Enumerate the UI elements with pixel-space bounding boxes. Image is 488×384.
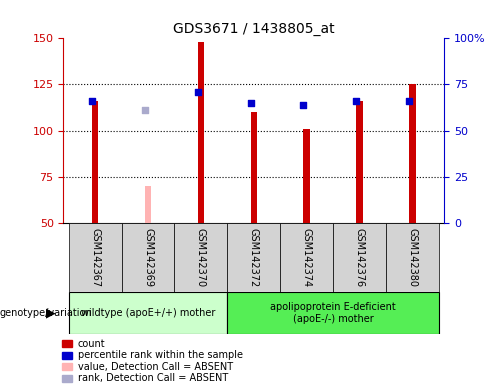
- Text: apolipoprotein E-deficient
(apoE-/-) mother: apolipoprotein E-deficient (apoE-/-) mot…: [270, 302, 396, 324]
- Text: GSM142380: GSM142380: [407, 228, 417, 287]
- Bar: [251, 112, 257, 223]
- Text: GSM142376: GSM142376: [354, 228, 365, 287]
- Bar: [198, 42, 204, 223]
- Point: [141, 107, 149, 113]
- Text: genotype/variation: genotype/variation: [0, 308, 93, 318]
- Bar: [304, 129, 310, 223]
- Bar: [69, 292, 227, 334]
- Text: wildtype (apoE+/+) mother: wildtype (apoE+/+) mother: [81, 308, 215, 318]
- Bar: [280, 223, 333, 292]
- Title: GDS3671 / 1438805_at: GDS3671 / 1438805_at: [173, 22, 335, 36]
- Bar: [92, 101, 99, 223]
- Point: [300, 102, 307, 108]
- Bar: [175, 223, 227, 292]
- Point: [406, 98, 413, 104]
- Bar: [61, 351, 72, 359]
- Point: [247, 100, 255, 106]
- Point: [352, 98, 360, 104]
- Text: GSM142369: GSM142369: [143, 228, 153, 287]
- Bar: [356, 101, 363, 223]
- Text: ▶: ▶: [46, 306, 56, 319]
- Text: GSM142372: GSM142372: [249, 228, 259, 288]
- Bar: [333, 223, 386, 292]
- Bar: [122, 223, 175, 292]
- Bar: [145, 186, 151, 223]
- Bar: [69, 223, 122, 292]
- Bar: [61, 340, 72, 348]
- Text: rank, Detection Call = ABSENT: rank, Detection Call = ABSENT: [78, 373, 228, 383]
- Text: percentile rank within the sample: percentile rank within the sample: [78, 350, 243, 360]
- Text: GSM142370: GSM142370: [196, 228, 206, 287]
- Text: GSM142367: GSM142367: [90, 228, 100, 287]
- Bar: [61, 363, 72, 371]
- Point: [194, 89, 202, 95]
- Bar: [61, 374, 72, 382]
- Text: value, Detection Call = ABSENT: value, Detection Call = ABSENT: [78, 362, 233, 372]
- Bar: [227, 292, 439, 334]
- Bar: [227, 223, 280, 292]
- Text: count: count: [78, 339, 105, 349]
- Text: GSM142374: GSM142374: [302, 228, 312, 287]
- Bar: [409, 84, 416, 223]
- Point: [88, 98, 96, 104]
- Bar: [386, 223, 439, 292]
